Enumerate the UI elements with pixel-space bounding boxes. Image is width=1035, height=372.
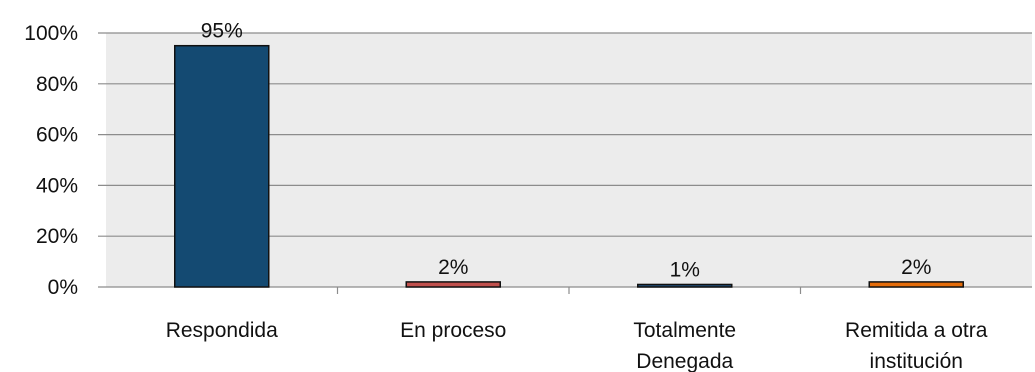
category-label: Remitida a otra xyxy=(845,319,988,342)
y-tick-label: 0% xyxy=(48,276,78,299)
category-label: En proceso xyxy=(400,319,506,342)
data-labels: 95% 2% 1% 2% xyxy=(201,20,932,282)
x-axis-ticks xyxy=(336,287,802,294)
data-label: 1% xyxy=(670,258,700,281)
bar xyxy=(405,281,501,288)
y-tick-label: 60% xyxy=(36,124,78,147)
y-tick-label: 100% xyxy=(24,22,78,45)
category-label: Respondida xyxy=(166,319,278,342)
y-tick-label: 80% xyxy=(36,73,78,96)
category-labels: Respondida En proceso Totalmente Denegada Re… xyxy=(166,319,988,372)
y-tick-label: 20% xyxy=(36,225,78,248)
category-label: institución xyxy=(870,350,963,372)
data-label: 2% xyxy=(438,256,468,279)
y-tick-label: 40% xyxy=(36,174,78,197)
bar xyxy=(637,283,733,288)
data-label: 2% xyxy=(901,256,931,279)
y-axis-tick-labels: 0% 20% 40% 60% 80% 100% xyxy=(24,22,78,299)
bars xyxy=(174,44,964,288)
bar xyxy=(868,281,964,288)
category-label: Denegada xyxy=(636,350,733,372)
bar xyxy=(174,44,270,288)
data-label: 95% xyxy=(201,20,243,43)
category-label: Totalmente xyxy=(633,319,736,342)
